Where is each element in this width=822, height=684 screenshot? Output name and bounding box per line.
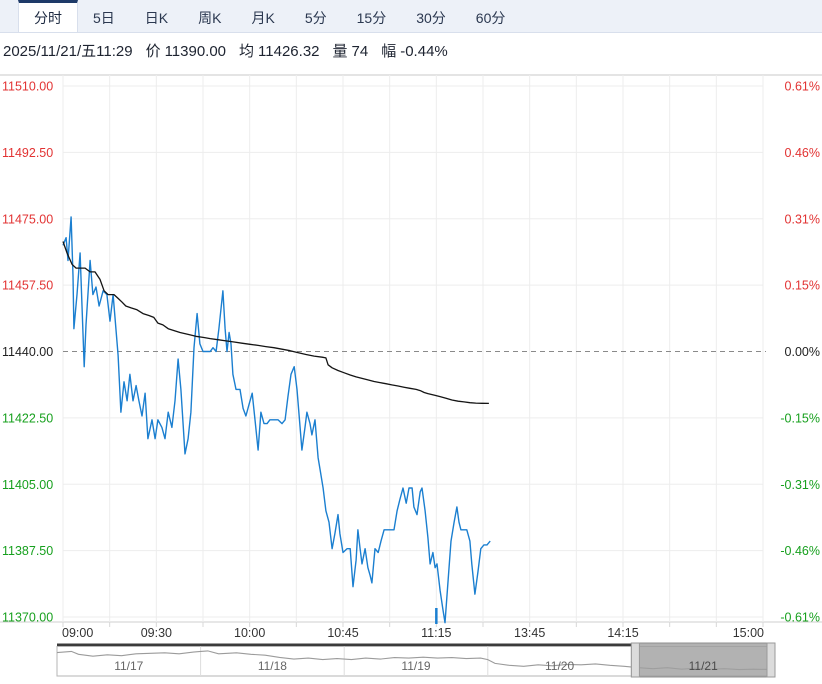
change-label: 幅	[381, 43, 397, 60]
price-tick: 11510.00	[2, 80, 53, 94]
pct-tick: 0.46%	[785, 146, 820, 160]
navigator-day-label: 11/20	[545, 659, 574, 673]
price-label: 价	[145, 43, 161, 60]
pct-tick: -0.15%	[780, 411, 820, 425]
tab-week-k[interactable]: 周K	[198, 9, 222, 26]
price-tick: 11387.50	[2, 544, 53, 558]
price-tick: 11440.00	[2, 345, 53, 359]
tab-5day[interactable]: 5日	[93, 9, 115, 26]
pct-tick: 0.31%	[785, 212, 820, 226]
period-tabbar: 分时 5日 日K 周K 月K 5分 15分 30分 60分	[0, 0, 822, 33]
average-line	[62, 241, 489, 405]
navigator-selected-day-label: 11/21	[689, 659, 718, 673]
navigator-day-label: 11/17	[114, 659, 143, 673]
pct-tick: -0.61%	[780, 611, 820, 625]
pct-tick: 0.61%	[785, 80, 820, 94]
price-tick: 11422.50	[2, 411, 53, 425]
time-axis: 09:00 09:30 10:00 10:45 11:15 13:45 14:15 15:00	[62, 626, 764, 640]
price-line	[62, 216, 491, 624]
price-tick: 11492.50	[2, 146, 53, 160]
navigator-day-label: 11/18	[258, 659, 287, 673]
info-price: 价 11390.00	[146, 43, 226, 60]
time-tick: 14:15	[607, 626, 638, 640]
pct-tick: -0.31%	[780, 478, 820, 492]
navigator-selected-window[interactable]	[630, 642, 776, 678]
time-tick: 11:15	[421, 626, 451, 640]
avg-label: 均	[239, 43, 255, 60]
pct-tick: 0.15%	[785, 279, 820, 293]
info-change: 幅 -0.44%	[381, 43, 448, 60]
tab-minute[interactable]: 分时	[18, 0, 78, 32]
change-value: -0.44%	[400, 43, 448, 60]
info-datetime: 2025/11/21/五11:29	[3, 43, 133, 60]
date-navigator[interactable]: 11/17 11/18 11/19 11/20 11/21	[56, 642, 776, 678]
volume-value: 74	[351, 43, 369, 60]
info-average: 均 11426.32	[239, 43, 319, 60]
pct-tick: 0.00%	[785, 345, 820, 359]
tab-15min[interactable]: 15分	[356, 9, 387, 26]
navigator-left-handle[interactable]	[630, 642, 640, 678]
navigator-right-handle[interactable]	[766, 642, 776, 678]
avg-value: 11426.32	[258, 43, 320, 60]
tab-day-k[interactable]: 日K	[144, 9, 169, 26]
volume-label: 量	[332, 43, 348, 60]
time-tick: 10:45	[327, 626, 358, 640]
time-tick: 13:45	[514, 626, 545, 640]
tab-month-k[interactable]: 月K	[251, 9, 275, 26]
navigator-day-label: 11/19	[401, 659, 430, 673]
price-tick: 11405.00	[2, 478, 53, 492]
time-tick: 10:00	[234, 626, 265, 640]
price-value: 11390.00	[164, 43, 227, 60]
tab-30min[interactable]: 30分	[416, 9, 446, 26]
price-tick: 11475.00	[2, 212, 53, 226]
tab-60min[interactable]: 60分	[475, 9, 506, 26]
price-tick: 11457.50	[2, 279, 53, 293]
quote-infobar: 2025/11/21/五11:29 价 11390.00 均 11426.32 量 74 幅 -…	[3, 40, 461, 61]
info-volume: 量 74	[333, 43, 369, 60]
time-tick: 09:30	[141, 626, 172, 640]
tab-5min[interactable]: 5分	[304, 9, 327, 26]
time-tick: 09:00	[62, 626, 93, 640]
pct-tick: -0.46%	[780, 544, 820, 558]
price-tick: 11370.00	[2, 611, 53, 625]
time-tick: 15:00	[733, 626, 764, 640]
grid	[0, 74, 822, 627]
price-axis: 11510.00 11492.50 11475.00 11457.50 11440.00…	[2, 80, 820, 625]
